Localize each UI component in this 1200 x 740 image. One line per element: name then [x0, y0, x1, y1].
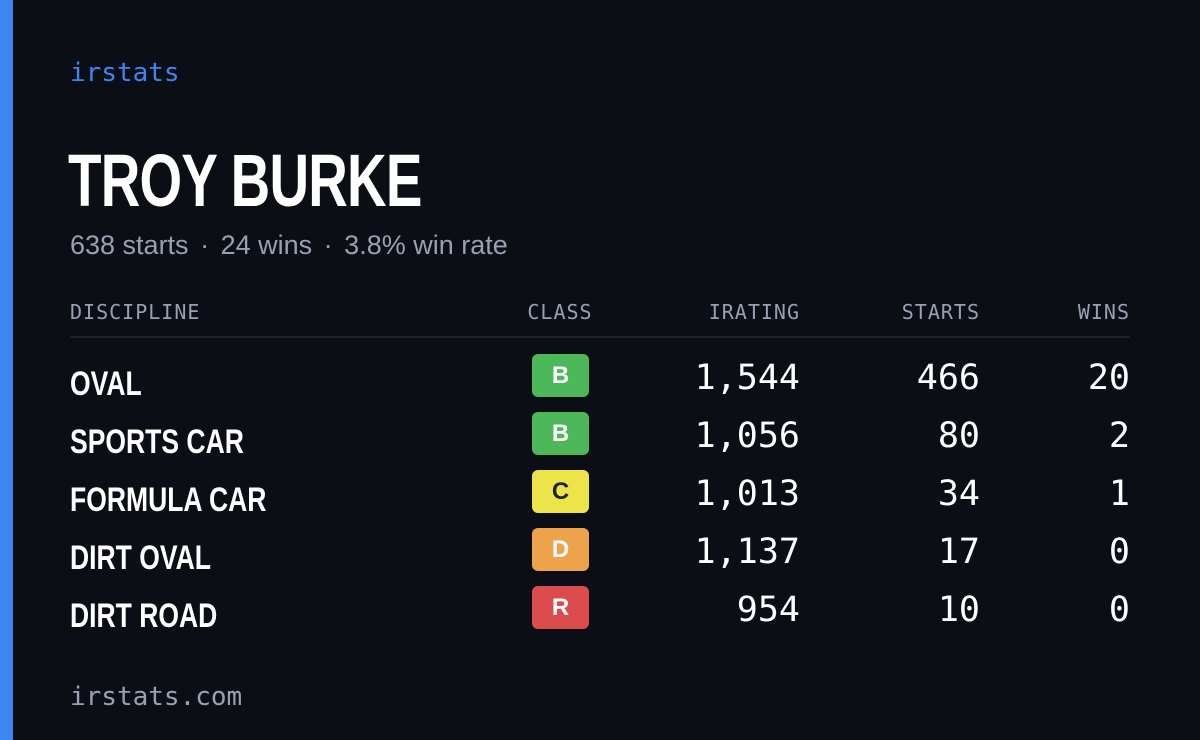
wins-value: 20	[1087, 358, 1130, 398]
accent-bar	[0, 0, 13, 740]
wins-total: 24 wins	[220, 230, 313, 260]
irating-value: 1,544	[694, 358, 800, 398]
summary-separator: ·	[200, 230, 210, 260]
discipline-name: FORMULA CAR	[70, 481, 267, 519]
class-badge: C	[532, 470, 589, 513]
class-badge: R	[532, 586, 589, 629]
discipline-name: DIRT OVAL	[70, 539, 211, 577]
irating-value: 954	[736, 590, 800, 630]
class-badge: B	[532, 412, 589, 455]
discipline-table: DISCIPLINE CLASS IRATING STARTS WINS OVA…	[70, 298, 1130, 644]
table-row: DIRT ROAD R 954 10 0	[70, 586, 1130, 644]
irating-value: 1,013	[694, 474, 800, 514]
brand-logo: irstats	[70, 58, 180, 88]
table-row: FORMULA CAR C 1,013 34 1	[70, 470, 1130, 528]
table-row: OVAL B 1,544 466 20	[70, 354, 1130, 412]
footer-url: irstats.com	[70, 682, 243, 712]
starts-value: 17	[937, 532, 980, 572]
starts-value: 34	[937, 474, 980, 514]
header-wins: WINS	[1077, 300, 1130, 324]
class-badge: D	[532, 528, 589, 571]
starts-value: 466	[916, 358, 980, 398]
wins-value: 1	[1108, 474, 1130, 514]
header-starts: STARTS	[901, 300, 980, 324]
discipline-name: DIRT ROAD	[70, 597, 218, 635]
wins-value: 0	[1108, 532, 1130, 572]
starts-value: 80	[937, 416, 980, 456]
class-badge: B	[532, 354, 589, 397]
summary-separator: ·	[323, 230, 333, 260]
header-class: CLASS	[527, 300, 593, 324]
header-discipline: DISCIPLINE	[70, 300, 201, 324]
starts-total: 638 starts	[70, 230, 189, 260]
wins-value: 2	[1108, 416, 1130, 456]
table-header: DISCIPLINE CLASS IRATING STARTS WINS	[70, 298, 1130, 338]
irating-value: 1,137	[694, 532, 800, 572]
discipline-name: SPORTS CAR	[70, 423, 244, 461]
starts-value: 10	[937, 590, 980, 630]
driver-summary: 638 starts · 24 wins · 3.8% win rate	[70, 228, 508, 262]
irating-value: 1,056	[694, 416, 800, 456]
table-row: DIRT OVAL D 1,137 17 0	[70, 528, 1130, 586]
driver-name: TROY BURKE	[68, 139, 422, 222]
table-row: SPORTS CAR B 1,056 80 2	[70, 412, 1130, 470]
discipline-name: OVAL	[70, 365, 142, 403]
table-body: OVAL B 1,544 466 20 SPORTS CAR B 1,056 80 2 FORMUL…	[70, 354, 1130, 644]
wins-value: 0	[1108, 590, 1130, 630]
header-irating: IRATING	[708, 300, 800, 324]
win-rate: 3.8% win rate	[344, 230, 508, 260]
